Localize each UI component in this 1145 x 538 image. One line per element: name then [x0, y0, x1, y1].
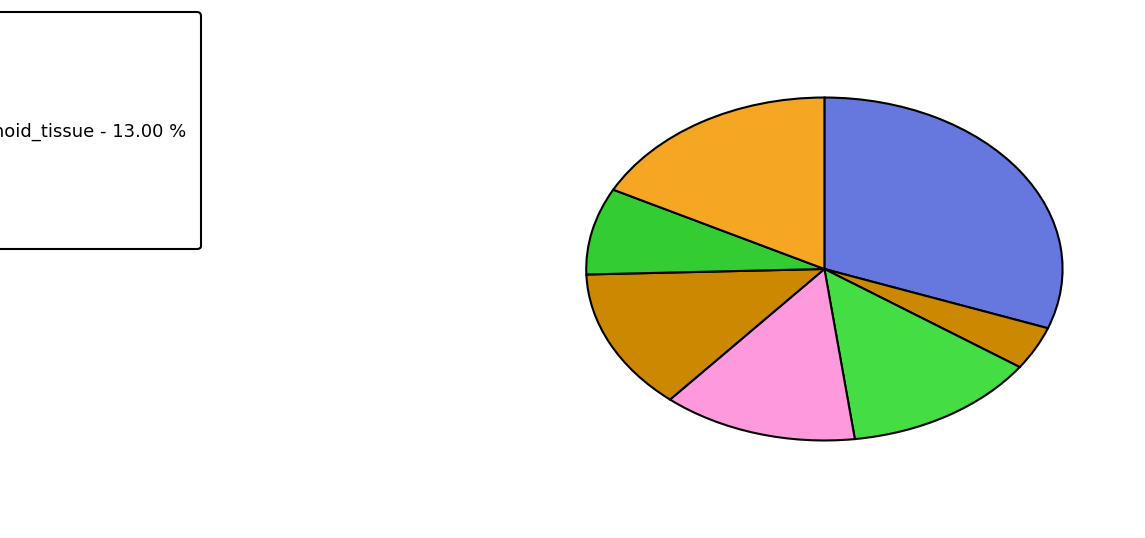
Legend: large_intestine - 30.00 %, lung - 17.00 %, endometrium - 13.00 %, haematopoietic: large_intestine - 30.00 %, lung - 17.00 …: [0, 12, 202, 250]
Wedge shape: [586, 269, 824, 400]
Wedge shape: [824, 269, 1048, 367]
Wedge shape: [824, 97, 1063, 328]
Wedge shape: [670, 269, 855, 441]
Wedge shape: [824, 269, 1020, 439]
Wedge shape: [614, 97, 824, 269]
Wedge shape: [586, 190, 824, 274]
